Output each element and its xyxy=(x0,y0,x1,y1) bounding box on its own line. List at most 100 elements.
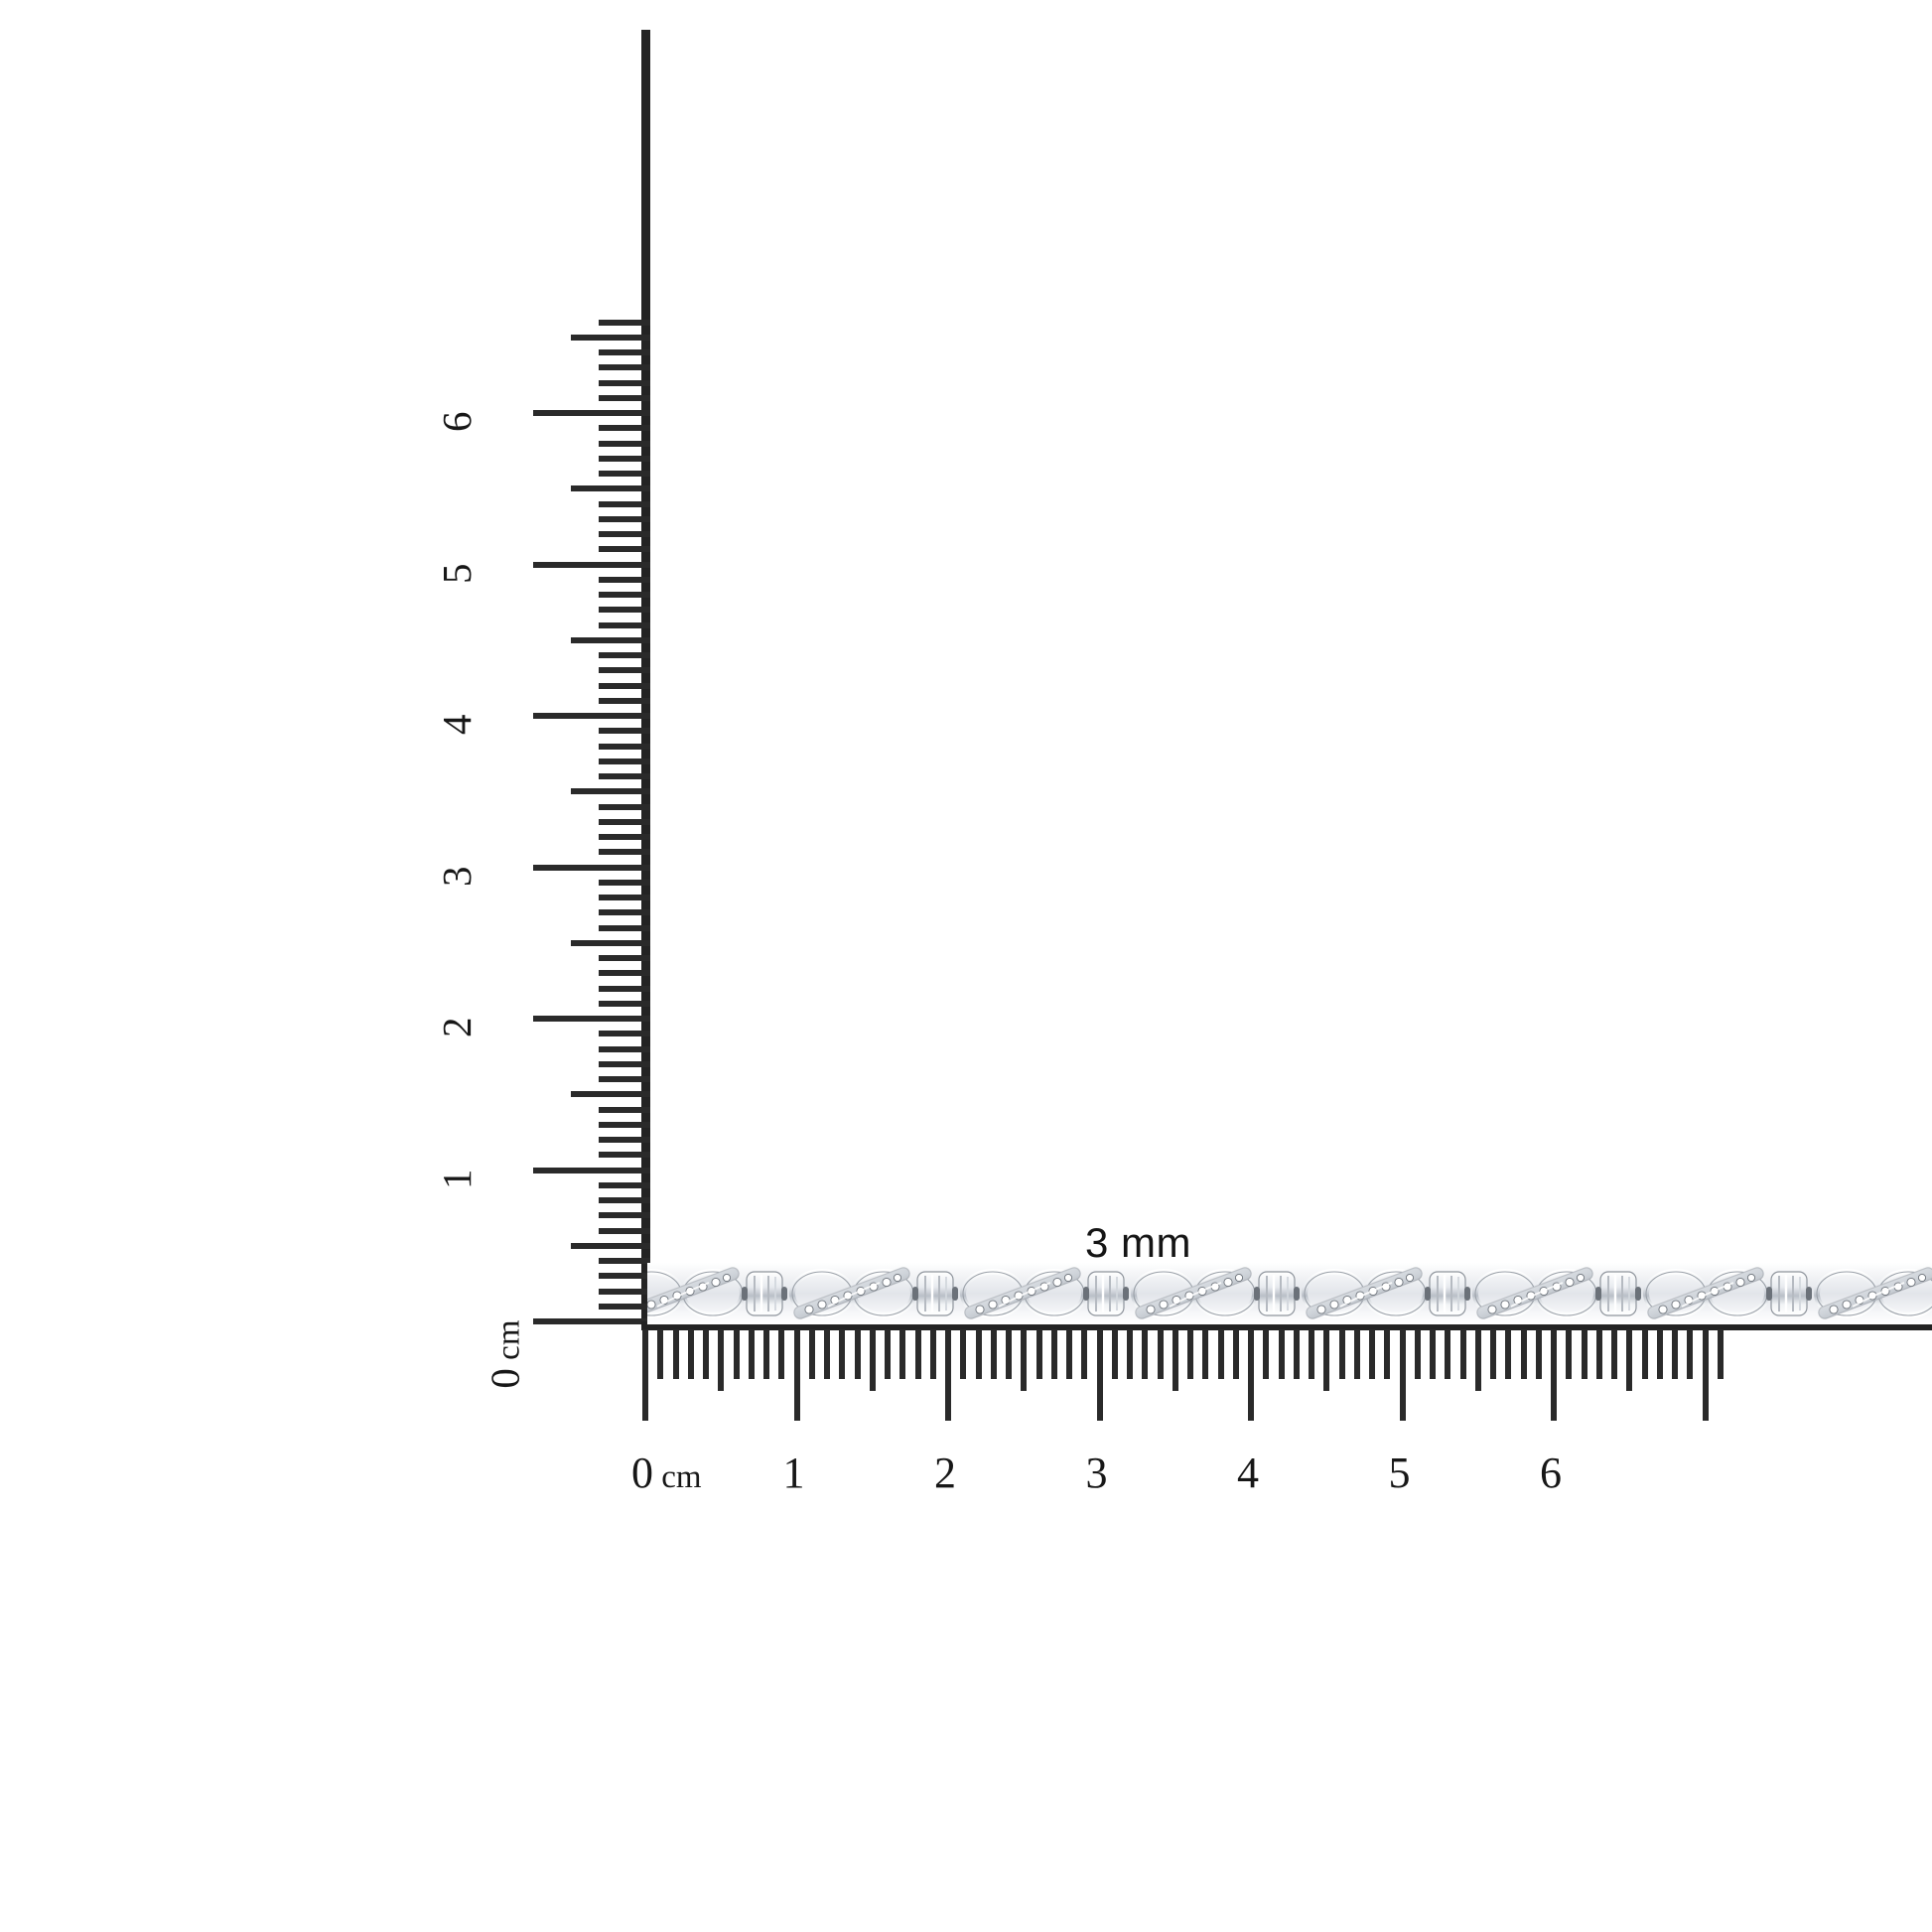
horizontal-ruler-tick xyxy=(869,1329,876,1391)
bracelet-barrel-bead xyxy=(1764,1270,1814,1317)
vertical-ruler-tick xyxy=(599,834,650,840)
horizontal-ruler-tick xyxy=(657,1329,664,1379)
horizontal-ruler-label: 3 xyxy=(1086,1451,1108,1495)
horizontal-ruler-label: 0 cm xyxy=(631,1451,702,1495)
vertical-ruler-label-value: 3 xyxy=(434,866,480,887)
horizontal-ruler-tick xyxy=(914,1329,921,1379)
horizontal-ruler-tick xyxy=(1202,1329,1209,1379)
horizontal-ruler-tick xyxy=(1459,1329,1466,1379)
vertical-ruler-tick xyxy=(599,743,650,750)
horizontal-ruler-tick xyxy=(1535,1329,1542,1379)
vertical-ruler-tick xyxy=(599,621,650,628)
bracelet-infinity-link xyxy=(647,1272,743,1315)
vertical-ruler-label-value: 5 xyxy=(434,563,480,584)
horizontal-ruler-tick xyxy=(1278,1329,1285,1379)
horizontal-ruler-tick xyxy=(885,1329,891,1379)
horizontal-ruler-tick xyxy=(1611,1329,1617,1379)
vertical-ruler-tick xyxy=(599,985,650,992)
vertical-ruler-tick xyxy=(599,394,650,401)
horizontal-ruler-tick xyxy=(642,1329,648,1421)
vertical-ruler-tick xyxy=(571,636,650,643)
vertical-ruler-tick xyxy=(599,849,650,856)
horizontal-ruler-tick xyxy=(718,1329,725,1391)
horizontal-ruler-tick xyxy=(793,1329,800,1421)
horizontal-ruler-tick xyxy=(1096,1329,1103,1421)
bracelet-infinity-link xyxy=(792,1272,913,1315)
vertical-ruler-tick xyxy=(599,1137,650,1143)
vertical-ruler-tick xyxy=(599,773,650,779)
horizontal-ruler-tick xyxy=(1384,1329,1391,1379)
horizontal-ruler-tick xyxy=(1127,1329,1133,1379)
bracelet-barrel-bead xyxy=(1423,1270,1472,1317)
horizontal-ruler-tick xyxy=(733,1329,740,1379)
horizontal-ruler-label-value: 0 xyxy=(631,1449,653,1497)
horizontal-ruler-tick xyxy=(1490,1329,1496,1379)
vertical-ruler-tick xyxy=(533,864,650,871)
horizontal-ruler-tick xyxy=(854,1329,861,1379)
horizontal-ruler-tick xyxy=(1626,1329,1633,1391)
horizontal-ruler-label-value: 2 xyxy=(934,1449,956,1497)
horizontal-ruler-tick xyxy=(945,1329,951,1421)
vertical-ruler-label-value: 2 xyxy=(434,1017,480,1038)
vertical-ruler-tick xyxy=(599,515,650,522)
vertical-ruler-tick xyxy=(599,1121,650,1128)
vertical-ruler-tick xyxy=(599,1000,650,1007)
horizontal-ruler-tick xyxy=(1142,1329,1149,1379)
horizontal-ruler-tick xyxy=(1187,1329,1193,1379)
vertical-ruler-tick xyxy=(571,334,650,341)
horizontal-ruler-tick xyxy=(1248,1329,1254,1421)
width-annotation-label: 3 mm xyxy=(1085,1219,1191,1266)
vertical-ruler-ticks xyxy=(467,0,650,1330)
vertical-ruler-tick xyxy=(571,939,650,946)
vertical-ruler-tick xyxy=(599,895,650,900)
horizontal-ruler-tick xyxy=(703,1329,709,1379)
vertical-ruler-label: 3 xyxy=(434,866,480,887)
bracelet-infinity-link xyxy=(1305,1272,1426,1315)
vertical-ruler-tick xyxy=(599,652,650,658)
horizontal-ruler-label: 1 xyxy=(783,1451,805,1495)
horizontal-ruler-tick xyxy=(778,1329,785,1379)
horizontal-ruler-unit: cm xyxy=(653,1459,702,1495)
horizontal-ruler-tick xyxy=(1717,1329,1724,1379)
vertical-ruler-tick xyxy=(599,909,650,916)
horizontal-ruler-tick xyxy=(1081,1329,1088,1379)
horizontal-ruler-tick xyxy=(1445,1329,1451,1379)
vertical-ruler-label: 5 xyxy=(434,563,480,584)
horizontal-ruler-tick xyxy=(839,1329,846,1379)
bracelet-infinity-link xyxy=(1475,1272,1596,1315)
vertical-ruler-label: 4 xyxy=(434,714,480,736)
horizontal-ruler-tick xyxy=(1595,1329,1602,1379)
horizontal-ruler-tick xyxy=(763,1329,769,1379)
vertical-ruler-tick xyxy=(571,485,650,492)
horizontal-ruler-tick xyxy=(687,1329,694,1379)
vertical-ruler-tick xyxy=(571,788,650,795)
vertical-ruler-label: 6 xyxy=(434,412,480,433)
horizontal-ruler-tick xyxy=(808,1329,815,1379)
horizontal-ruler-tick xyxy=(1687,1329,1694,1379)
vertical-ruler-tick xyxy=(599,1303,650,1310)
vertical-ruler-tick xyxy=(599,758,650,764)
horizontal-ruler-tick xyxy=(1021,1329,1028,1391)
bracelet-product-image xyxy=(647,1263,1932,1324)
vertical-ruler-tick xyxy=(599,1076,650,1082)
bracelet-barrel-bead xyxy=(910,1270,960,1317)
bracelet-infinity-link xyxy=(1817,1272,1932,1315)
vertical-ruler-tick xyxy=(599,1258,650,1264)
vertical-ruler-tick xyxy=(599,471,650,477)
vertical-ruler-tick xyxy=(599,924,650,931)
horizontal-ruler-label: 5 xyxy=(1389,1451,1411,1495)
vertical-ruler-tick xyxy=(599,319,650,326)
vertical-ruler-label-value: 4 xyxy=(434,714,480,736)
horizontal-ruler-tick xyxy=(1551,1329,1557,1421)
vertical-ruler-tick xyxy=(533,1167,650,1173)
vertical-ruler-tick xyxy=(599,546,650,553)
vertical-ruler-tick xyxy=(599,576,650,583)
horizontal-ruler-tick xyxy=(1430,1329,1436,1379)
vertical-ruler-tick xyxy=(533,1016,650,1022)
vertical-ruler-tick xyxy=(599,364,650,371)
horizontal-ruler-spine xyxy=(641,1321,1932,1330)
vertical-ruler-spine xyxy=(641,30,650,1330)
horizontal-ruler-ticks xyxy=(0,1329,1932,1439)
horizontal-ruler-tick xyxy=(1035,1329,1042,1379)
